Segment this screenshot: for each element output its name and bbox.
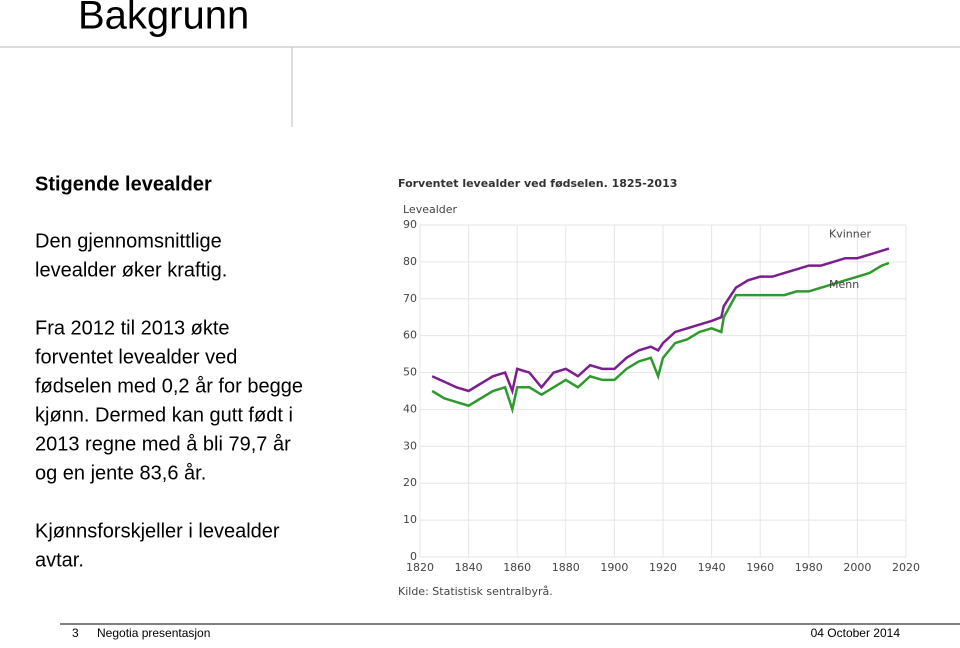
body-text: Fra 2012 til 2013 økte [35,317,230,339]
body-text: fødselen med 0,2 år for begge [35,375,303,397]
x-tick-label: 1980 [795,561,823,574]
body-text: forventet levealder ved [35,346,237,368]
y-tick-label: 60 [403,329,417,342]
y-axis-label: Levealder [403,203,458,216]
body-text: 2013 regne med å bli 79,7 år [35,433,291,455]
x-tick-label: 2000 [843,561,871,574]
y-tick-label: 20 [403,476,417,489]
series-line [431,261,890,415]
series-label: Kvinner [829,228,871,241]
slide-title: Bakgrunn [78,0,249,38]
y-tick-label: 0 [410,550,417,563]
series-line [431,247,890,396]
x-tick-label: 2020 [892,561,920,574]
body-text: levealder øker kraftig. [35,259,227,281]
y-tick-label: 70 [403,292,417,305]
body-text: avtar. [35,549,84,571]
y-tick-label: 50 [403,366,417,379]
x-tick-label: 1940 [698,561,726,574]
x-tick-label: 1900 [600,561,628,574]
heading: Stigende levealder [35,173,212,195]
page-number: 3 [72,626,79,640]
body-text: og en jente 83,6 år. [35,462,206,484]
x-tick-label: 1960 [746,561,774,574]
y-tick-label: 10 [403,513,417,526]
body-text: kjønn. Dermed kan gutt født i [35,404,293,426]
x-tick-label: 1880 [552,561,580,574]
x-tick-label: 1920 [649,561,677,574]
x-tick-label: 1840 [455,561,483,574]
body-text: Den gjennomsnittlige [35,230,222,252]
y-tick-label: 80 [403,255,417,268]
y-tick-label: 40 [403,402,417,415]
y-tick-label: 30 [403,439,417,452]
x-tick-label: 1820 [406,561,434,574]
y-tick-label: 90 [403,218,417,231]
source: Kilde: Statistisk sentralbyrå. [398,585,553,598]
chart-title: Forventet levealder ved fødselen. 1825-2… [398,177,677,190]
x-tick-label: 1860 [503,561,531,574]
footer-name: Negotia presentasjon [97,626,210,640]
body-text: Kjønnsforskjeller i levealder [35,520,280,542]
series-label: Menn [829,278,859,291]
footer-date: 04 October 2014 [811,626,901,640]
